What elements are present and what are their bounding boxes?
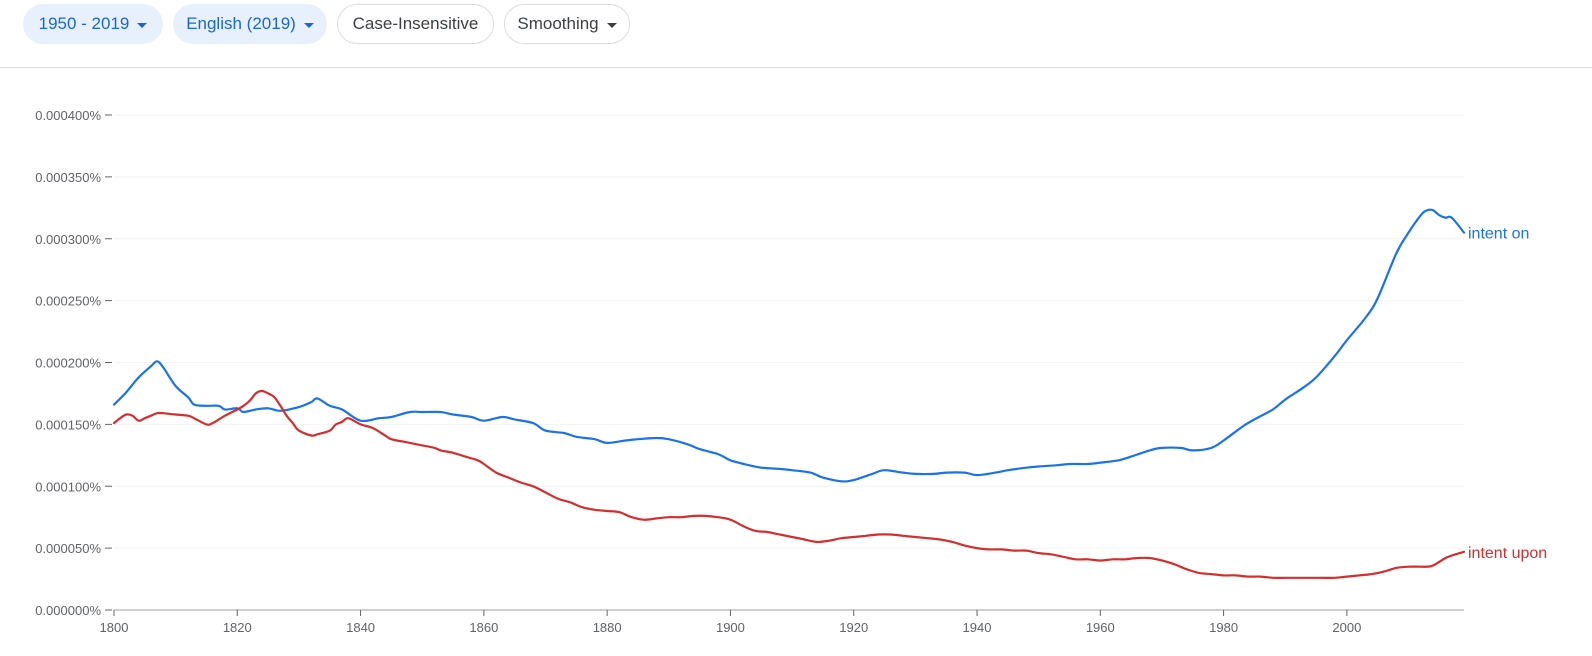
y-tick-label: 0.000350% (35, 170, 101, 185)
y-tick-label: 0.000150% (35, 417, 101, 432)
toolbar: 1950 - 2019 English (2019) Case-Insensit… (0, 0, 1592, 68)
chevron-down-icon (606, 22, 617, 28)
chevron-down-icon (303, 22, 314, 28)
smoothing-dropdown[interactable]: Smoothing (504, 4, 630, 44)
series-line-intent-upon[interactable] (112, 389, 1466, 579)
series-label-intent-on[interactable]: intent on (1468, 226, 1529, 243)
x-tick-label: 1920 (839, 620, 868, 635)
chevron-down-icon (137, 22, 148, 28)
x-tick-label: 1940 (963, 620, 992, 635)
y-tick-label: 0.000200% (35, 356, 101, 371)
x-tick-label: 1880 (593, 620, 622, 635)
y-tick-label: 0.000100% (35, 479, 101, 494)
x-tick-label: 1960 (1086, 620, 1115, 635)
x-tick-label: 1980 (1209, 620, 1238, 635)
x-tick-label: 1860 (469, 620, 498, 635)
grid-lines (114, 114, 1464, 549)
x-tick-label: 1840 (346, 620, 375, 635)
y-axis: 0.000000% 0.000050% 0.000100% 0.000150% 0.00… (35, 108, 112, 618)
year-range-dropdown[interactable]: 1950 - 2019 (23, 4, 163, 44)
y-tick-label: 0.000250% (35, 294, 101, 309)
corpus-dropdown[interactable]: English (2019) (173, 4, 327, 44)
year-range-label: 1950 - 2019 (38, 14, 130, 33)
corpus-label: English (2019) (186, 14, 296, 33)
y-tick-label: 0.000300% (35, 232, 101, 247)
case-insensitive-label: Case-Insensitive (352, 14, 479, 33)
series-labels: intent on intent upon (1468, 226, 1547, 562)
series-line-intent-on[interactable] (112, 208, 1466, 483)
ngram-chart: 0.000000% 0.000050% 0.000100% 0.000150% 0.00… (35, 108, 1547, 635)
x-tick-label: 2000 (1332, 620, 1361, 635)
x-tick-label: 1900 (716, 620, 745, 635)
series-group (112, 208, 1466, 579)
case-insensitive-toggle[interactable]: Case-Insensitive (337, 4, 494, 44)
x-tick-label: 1820 (223, 620, 252, 635)
chart-area: 0.000000% 0.000050% 0.000100% 0.000150% 0.00… (0, 69, 1592, 651)
series-label-intent-upon[interactable]: intent upon (1468, 545, 1547, 562)
y-tick-label: 0.000050% (35, 541, 101, 556)
smoothing-label: Smoothing (517, 14, 599, 33)
y-tick-label: 0.000000% (35, 603, 101, 618)
x-tick-label: 1800 (100, 620, 129, 635)
x-axis: 1800 1820 1840 1860 1880 1900 1920 1940 1960 1980… (100, 609, 1464, 635)
y-tick-label: 0.000400% (35, 108, 101, 123)
